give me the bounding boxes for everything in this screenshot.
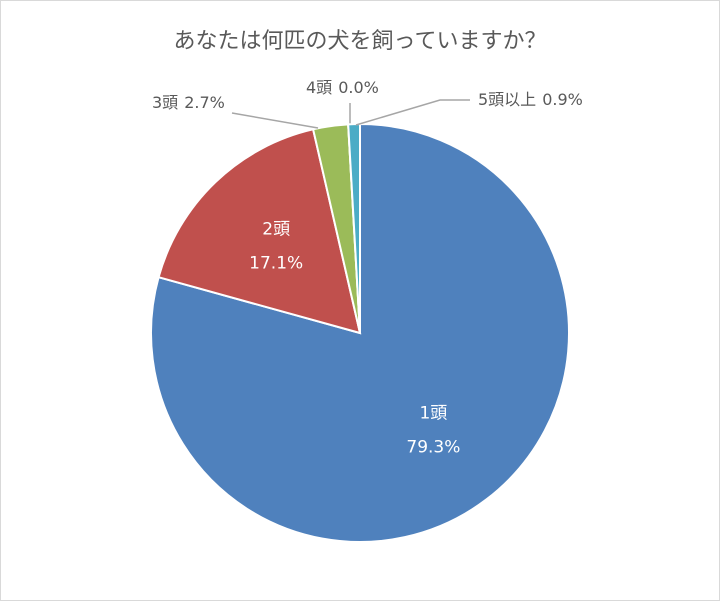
value-label: 79.3% xyxy=(406,437,460,457)
data-label: 3頭 2.7% xyxy=(152,93,225,112)
category-label: 5頭以上 xyxy=(478,90,536,109)
data-label: 5頭以上 0.9% xyxy=(478,90,583,109)
value-label: 0.0% xyxy=(338,78,379,97)
leader-line xyxy=(355,99,470,126)
data-label: 4頭 0.0% xyxy=(306,78,379,97)
category-label: 2頭 xyxy=(262,219,290,239)
category-label: 1頭 xyxy=(419,403,447,423)
pie-slice xyxy=(157,128,362,335)
value-label: 17.1% xyxy=(249,253,303,273)
value-label: 0.9% xyxy=(542,90,583,109)
category-label: 3頭 xyxy=(152,93,178,112)
leader-line xyxy=(231,112,319,129)
category-label: 4頭 xyxy=(306,78,332,97)
value-label: 2.7% xyxy=(184,93,225,112)
chart-title: あなたは何匹の犬を飼っていますか？ xyxy=(174,29,547,54)
